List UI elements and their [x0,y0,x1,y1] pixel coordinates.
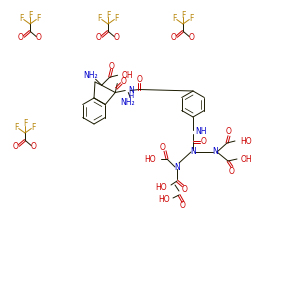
Text: F: F [15,123,19,132]
Text: HO: HO [144,154,156,164]
Text: O: O [182,184,188,194]
Text: N: N [190,148,196,157]
Text: O: O [201,137,207,146]
Text: O: O [189,33,195,42]
Text: O: O [171,33,177,42]
Text: OH: OH [122,71,133,80]
Text: HO: HO [240,136,252,146]
Text: H: H [128,92,134,98]
Text: N: N [174,163,180,172]
Text: N: N [212,148,218,157]
Text: F: F [114,14,118,23]
Text: F: F [20,14,24,23]
Text: NH: NH [195,128,206,136]
Text: O: O [114,33,120,42]
Text: O: O [229,167,235,176]
Text: F: F [106,11,110,20]
Text: HO: HO [155,182,167,191]
Text: O: O [31,142,37,151]
Text: F: F [98,14,102,23]
Text: F: F [23,119,27,128]
Text: NH₂: NH₂ [120,98,135,107]
Text: O: O [180,202,186,211]
Text: O: O [96,33,102,42]
Text: F: F [189,14,193,23]
Text: O: O [136,75,142,84]
Text: NH₂: NH₂ [83,71,98,80]
Text: OH: OH [241,154,253,164]
Text: O: O [36,33,42,42]
Text: F: F [181,11,185,20]
Text: O: O [13,142,19,151]
Text: N: N [128,86,134,95]
Text: F: F [36,14,40,23]
Text: O: O [120,77,126,86]
Text: HO: HO [158,194,170,203]
Text: F: F [31,123,35,132]
Text: O: O [109,62,115,71]
Text: O: O [160,142,166,152]
Text: O: O [226,128,232,136]
Text: O: O [18,33,24,42]
Text: F: F [28,11,32,20]
Text: F: F [173,14,177,23]
